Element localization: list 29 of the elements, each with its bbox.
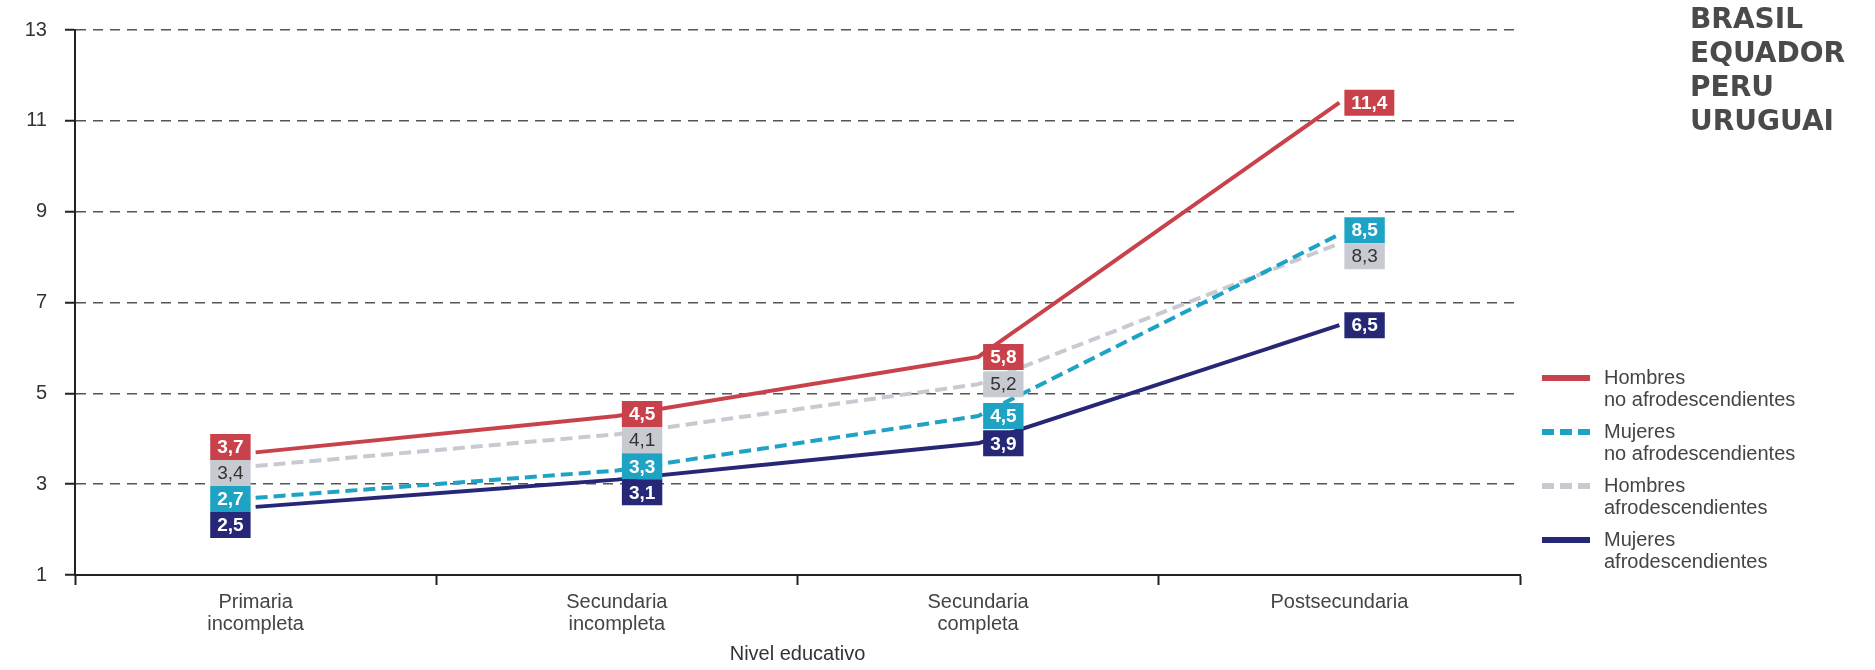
- data-label: 3,4: [217, 462, 245, 484]
- x-tick-label: Secundaria completa: [927, 589, 1030, 634]
- data-label: 11,4: [1351, 91, 1388, 113]
- y-tick-label: 9: [35, 199, 47, 222]
- y-tick-label: 3: [35, 471, 47, 494]
- data-label: 8,3: [1351, 245, 1378, 267]
- data-label: 2,5: [217, 514, 245, 536]
- x-tick-label: Primaria incompleta: [207, 589, 305, 634]
- legend-label: Hombres no afrodescendientes: [1604, 366, 1796, 410]
- text: PERU: [1690, 70, 1775, 104]
- x-tick-label: Secundaria incompleta: [566, 589, 669, 634]
- legend-label: Mujeres afrodescendientes: [1604, 528, 1768, 572]
- legend-label: Hombres afrodescendientes: [1604, 474, 1768, 518]
- text: BRASIL: [1690, 2, 1804, 36]
- y-tick-label: 1: [35, 562, 47, 585]
- x-axis-title: Nivel educativo: [729, 641, 866, 664]
- text: EQUADOR: [1690, 36, 1846, 70]
- y-tick-label: 13: [24, 17, 47, 40]
- data-label: 3,1: [628, 481, 656, 503]
- legend-label: Mujeres no afrodescendientes: [1604, 420, 1796, 464]
- data-label: 3,3: [628, 455, 656, 477]
- data-label: 3,7: [217, 436, 244, 458]
- x-tick-label: Postsecundaria: [1270, 589, 1410, 612]
- y-tick-label: 11: [26, 108, 47, 131]
- y-tick-label: 5: [35, 380, 47, 403]
- y-tick-label: 7: [35, 290, 47, 313]
- data-label: 4,1: [628, 429, 656, 451]
- text: URUGUAI: [1690, 104, 1835, 138]
- data-label: 8,5: [1351, 219, 1379, 241]
